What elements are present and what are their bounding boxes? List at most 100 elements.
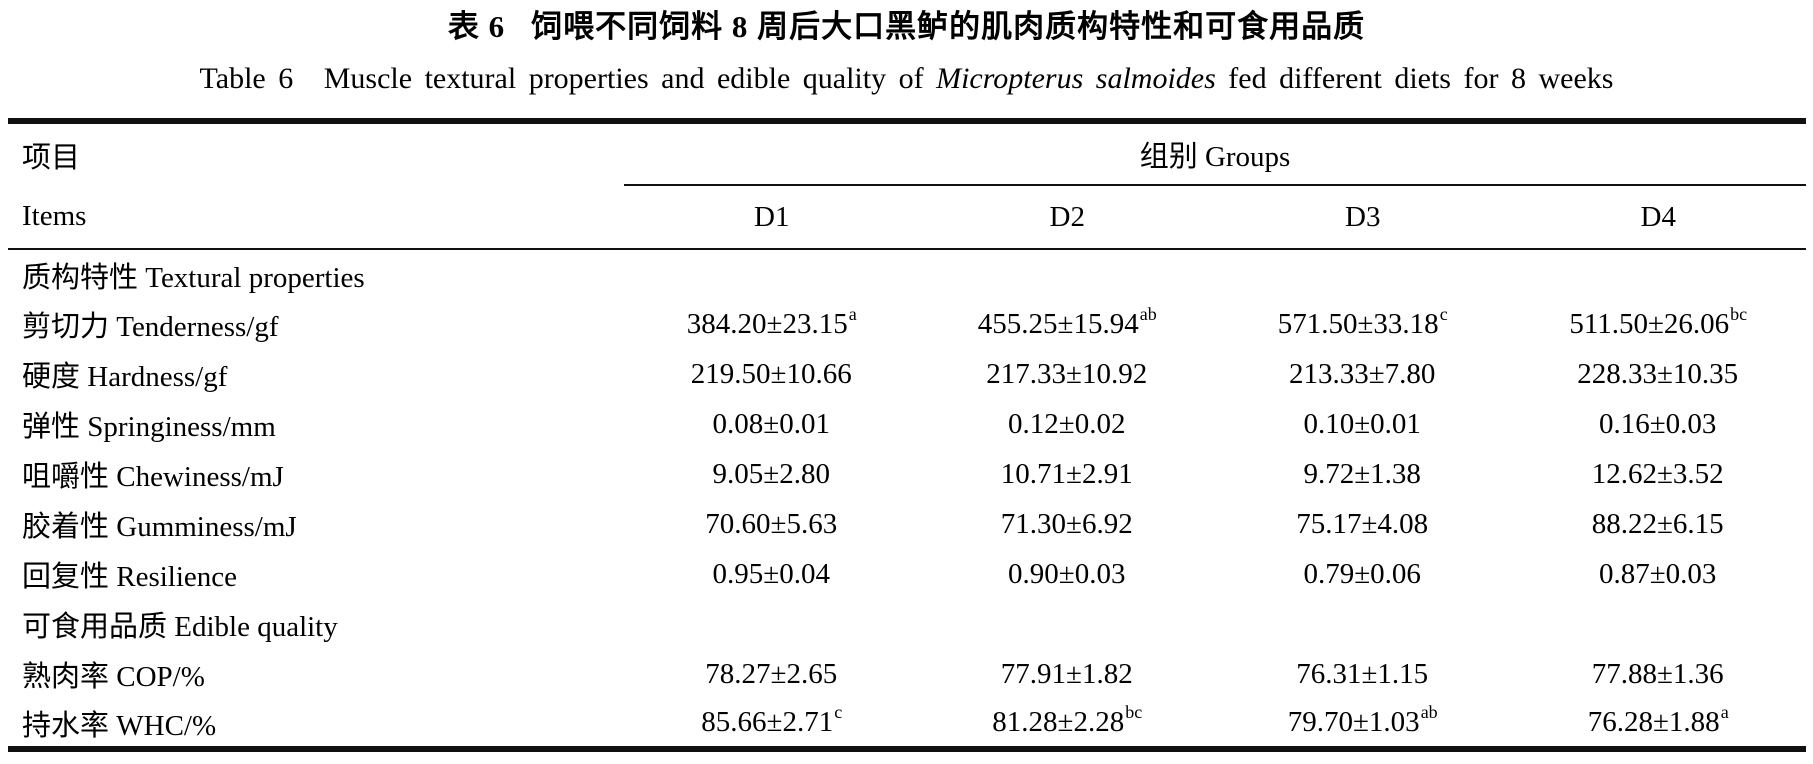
value-cell: 76.28±1.88a	[1510, 699, 1806, 749]
table-row: 剪切力 Tenderness/gf 384.20±23.15a 455.25±1…	[8, 299, 1806, 349]
row-label: 咀嚼性 Chewiness/mJ	[22, 461, 284, 493]
value-cell: 0.16±0.03	[1510, 399, 1806, 449]
value-superscript: bc	[1125, 702, 1143, 723]
value-text: 0.79±0.06	[1303, 557, 1421, 590]
table-header: 项目 Items 组别 Groups D1 D2 D3 D4	[8, 121, 1806, 250]
value-cell: 217.33±10.92	[920, 349, 1215, 399]
table-row: 熟肉率 COP/% 78.27±2.65 77.91±1.82 76.31±1.…	[8, 649, 1806, 699]
value-cell: 79.70±1.03ab	[1215, 699, 1510, 749]
caption-en-after-species: fed different diets for 8 weeks	[1228, 62, 1614, 95]
value-text: 0.10±0.01	[1303, 407, 1421, 440]
value-cell: 9.72±1.38	[1215, 449, 1510, 499]
value-text: 0.08±0.01	[712, 407, 830, 440]
table-row: 弹性 Springiness/mm 0.08±0.01 0.12±0.02 0.…	[8, 399, 1806, 449]
value-text: 511.50±26.06	[1569, 307, 1730, 340]
value-text: 0.87±0.03	[1599, 557, 1717, 590]
value-cell: 0.10±0.01	[1215, 399, 1510, 449]
row-label: 弹性 Springiness/mm	[22, 411, 276, 443]
value-cell: 0.90±0.03	[920, 549, 1215, 599]
section-row: 可食用品质 Edible quality	[8, 599, 1806, 649]
value-text: 0.90±0.03	[1008, 557, 1126, 590]
caption-en-before-species: Muscle textural properties and edible qu…	[323, 62, 924, 95]
value-text: 228.33±10.35	[1577, 357, 1739, 390]
value-text: 81.28±2.28	[992, 706, 1125, 738]
value-cell: 88.22±6.15	[1510, 499, 1806, 549]
value-text: 9.05±2.80	[712, 457, 830, 490]
table-caption-en: Table 6 Muscle textural properties and e…	[0, 61, 1813, 97]
value-text: 0.16±0.03	[1599, 407, 1717, 440]
value-cell: 78.27±2.65	[624, 649, 919, 699]
value-text: 70.60±5.63	[705, 507, 838, 540]
value-cell: 384.20±23.15a	[624, 299, 919, 349]
value-text: 0.95±0.04	[712, 557, 830, 590]
items-header-zh: 项目	[22, 142, 81, 174]
row-label: 持水率 WHC/%	[22, 709, 217, 742]
data-table: 项目 Items 组别 Groups D1 D2 D3 D4 质构特性 Text…	[8, 118, 1806, 752]
value-cell: 77.91±1.82	[920, 649, 1215, 699]
table-number-en: Table 6	[199, 62, 294, 95]
value-text: 76.31±1.15	[1296, 657, 1429, 690]
table-row: 胶着性 Gumminess/mJ 70.60±5.63 71.30±6.92 7…	[8, 499, 1806, 549]
value-cell: 76.31±1.15	[1215, 649, 1510, 699]
value-text: 79.70±1.03	[1287, 706, 1420, 738]
value-cell: 0.79±0.06	[1215, 549, 1510, 599]
value-text: 77.88±1.36	[1591, 657, 1724, 690]
table-row: 咀嚼性 Chewiness/mJ 9.05±2.80 10.71±2.91 9.…	[8, 449, 1806, 499]
value-superscript: a	[1720, 702, 1729, 723]
value-text: 217.33±10.92	[986, 357, 1148, 390]
value-text: 76.28±1.88	[1587, 706, 1720, 738]
value-cell: 455.25±15.94ab	[920, 299, 1215, 349]
value-superscript: bc	[1730, 303, 1748, 324]
table-number-zh: 表 6	[447, 9, 506, 44]
value-cell: 71.30±6.92	[920, 499, 1215, 549]
groups-header: 组别 Groups	[624, 121, 1806, 186]
column-header-d2: D2	[919, 185, 1215, 250]
value-cell: 70.60±5.63	[624, 499, 919, 549]
value-cell: 511.50±26.06bc	[1510, 299, 1806, 349]
value-superscript: ab	[1420, 702, 1438, 723]
section-row: 质构特性 Textural properties	[8, 249, 1806, 299]
value-cell: 77.88±1.36	[1510, 649, 1806, 699]
value-cell: 75.17±4.08	[1215, 499, 1510, 549]
value-text: 213.33±7.80	[1289, 357, 1436, 390]
table-row: 回复性 Resilience 0.95±0.04 0.90±0.03 0.79±…	[8, 549, 1806, 599]
value-text: 455.25±15.94	[977, 307, 1139, 340]
value-text: 9.72±1.38	[1303, 457, 1421, 490]
value-text: 88.22±6.15	[1591, 507, 1724, 540]
value-text: 219.50±10.66	[690, 357, 852, 390]
value-text: 10.71±2.91	[1000, 457, 1133, 490]
row-label: 回复性 Resilience	[22, 561, 238, 593]
value-text: 75.17±4.08	[1296, 507, 1429, 540]
items-header-cell: 项目 Items	[8, 121, 625, 250]
value-cell: 0.12±0.02	[920, 399, 1215, 449]
value-text: 85.66±2.71	[701, 706, 834, 738]
value-cell: 0.87±0.03	[1510, 549, 1806, 599]
column-header-d3: D3	[1214, 185, 1511, 250]
value-cell: 12.62±3.52	[1510, 449, 1806, 499]
value-cell: 0.08±0.01	[624, 399, 919, 449]
table-row: 硬度 Hardness/gf 219.50±10.66 217.33±10.92…	[8, 349, 1806, 399]
table-caption-zh-text: 饲喂不同饲料 8 周后大口黑鲈的肌肉质构特性和可食用品质	[531, 9, 1366, 44]
value-cell: 0.95±0.04	[624, 549, 919, 599]
section-label: 可食用品质 Edible quality	[22, 611, 338, 643]
value-cell: 9.05±2.80	[624, 449, 919, 499]
value-cell: 219.50±10.66	[624, 349, 919, 399]
value-cell: 228.33±10.35	[1510, 349, 1806, 399]
value-superscript: c	[834, 702, 843, 723]
column-header-d4: D4	[1510, 185, 1806, 250]
row-label: 硬度 Hardness/gf	[22, 361, 228, 393]
value-text: 384.20±23.15	[686, 307, 848, 340]
value-text: 71.30±6.92	[1000, 507, 1133, 540]
header-row-groups: 项目 Items 组别 Groups	[8, 121, 1806, 250]
value-cell: 85.66±2.71c	[624, 699, 919, 749]
row-label: 熟肉率 COP/%	[22, 661, 205, 693]
header-row-columns: D1 D2 D3 D4	[8, 185, 1806, 250]
table-body: 质构特性 Textural properties 剪切力 Tenderness/…	[8, 249, 1806, 749]
value-superscript: c	[1439, 303, 1448, 324]
value-cell: 10.71±2.91	[920, 449, 1215, 499]
value-cell: 81.28±2.28bc	[920, 699, 1215, 749]
value-superscript: ab	[1139, 303, 1157, 324]
column-header-d1: D1	[624, 185, 920, 250]
items-header-en: Items	[22, 200, 87, 232]
